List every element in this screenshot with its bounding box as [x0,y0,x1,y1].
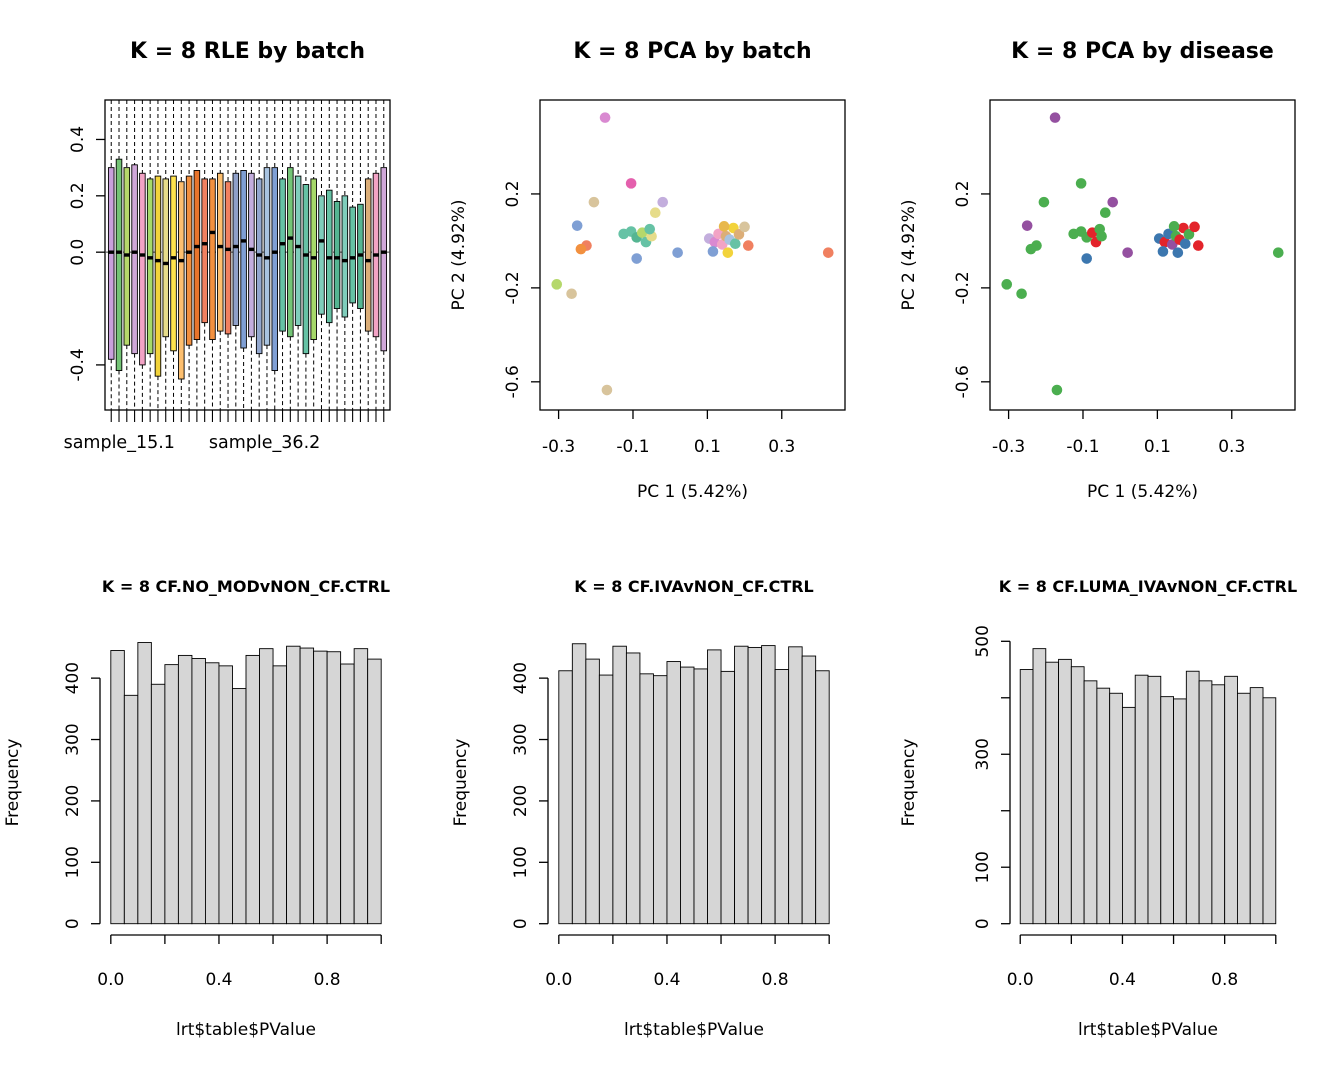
rle-boxplot-panel: -0.4 0.0 0.2 0.4 sample_15.1 sample_36.2 K = 8… [0,0,448,537]
pca-disease-scatter-chart: -0.6 -0.2 0.2 -0.3 -0.1 0.1 0.3 PC 1 (5.42%) PC … [899,39,1296,502]
svg-text:500: 500 [973,625,993,657]
svg-text:0.0: 0.0 [545,970,572,990]
svg-text:lrt$table$PValue: lrt$table$PValue [176,1020,316,1040]
svg-text:0.2: 0.2 [503,180,523,207]
svg-text:-0.1: -0.1 [1066,437,1099,457]
hist-no-mod-panel: 0.0 0.4 0.8 0 100 200 300 400 lrt$table$PValue Fr… [0,537,448,1075]
svg-text:300: 300 [511,723,531,755]
svg-text:0.4: 0.4 [205,970,232,990]
svg-text:PC 2 (4.92%): PC 2 (4.92%) [449,199,469,310]
hist-iva-panel: 0.0 0.4 0.8 0 100 200 300 400 lrt$table$PValue Fr… [448,537,896,1075]
svg-text:0.0: 0.0 [1007,970,1034,990]
svg-text:0.1: 0.1 [694,437,721,457]
svg-text:-0.2: -0.2 [503,271,523,304]
svg-text:300: 300 [63,723,83,755]
svg-text:lrt$table$PValue: lrt$table$PValue [624,1020,764,1040]
svg-text:K = 8 CF.LUMA_IVAvNON_CF.CTRL: K = 8 CF.LUMA_IVAvNON_CF.CTRL [999,577,1297,596]
svg-text:PC 1 (5.42%): PC 1 (5.42%) [1087,482,1198,502]
svg-text:lrt$table$PValue: lrt$table$PValue [1078,1020,1218,1040]
svg-text:200: 200 [63,785,83,817]
svg-text:0.3: 0.3 [768,437,795,457]
svg-text:0.8: 0.8 [762,970,789,990]
svg-text:100: 100 [63,846,83,878]
svg-text:-0.3: -0.3 [542,437,575,457]
pca-batch-scatter-chart: -0.6 -0.2 0.2 -0.3 -0.1 0.1 0.3 PC 1 (5.42%) PC … [449,39,846,502]
svg-text:-0.6: -0.6 [503,365,523,398]
svg-text:0.4: 0.4 [653,970,680,990]
pca-batch-panel: -0.6 -0.2 0.2 -0.3 -0.1 0.1 0.3 PC 1 (5.42%) PC … [448,0,896,537]
svg-text:K = 8 CF.NO_MODvNON_CF.CTRL: K = 8 CF.NO_MODvNON_CF.CTRL [102,577,390,596]
svg-text:0: 0 [511,918,531,929]
svg-text:-0.4: -0.4 [68,348,88,381]
pca-disease-panel: -0.6 -0.2 0.2 -0.3 -0.1 0.1 0.3 PC 1 (5.42%) PC … [896,0,1344,537]
svg-text:100: 100 [973,851,993,883]
pvalue-histogram-luma-chart: 0.0 0.4 0.8 0 100 300 500 lrt$table$PValue Frequ… [899,577,1297,1040]
pvalue-histogram-no-mod-chart: 0.0 0.4 0.8 0 100 200 300 400 lrt$table$PValue Fr… [3,577,390,1040]
svg-text:sample_36.2: sample_36.2 [209,433,320,453]
svg-text:0.2: 0.2 [953,180,973,207]
svg-text:Frequency: Frequency [3,739,23,827]
pvalue-histogram-iva-chart: 0.0 0.4 0.8 0 100 200 300 400 lrt$table$PValue Fr… [451,577,830,1040]
svg-text:0.8: 0.8 [1211,970,1238,990]
svg-text:400: 400 [511,662,531,694]
svg-text:0.2: 0.2 [68,182,88,209]
svg-text:K = 8 RLE by batch: K = 8 RLE by batch [130,39,365,64]
svg-text:PC 1 (5.42%): PC 1 (5.42%) [637,482,748,502]
svg-text:0.1: 0.1 [1144,437,1171,457]
svg-text:Frequency: Frequency [451,739,471,827]
svg-text:Frequency: Frequency [899,739,919,827]
hist-luma-panel: 0.0 0.4 0.8 0 100 300 500 lrt$table$PValue Frequ… [896,537,1344,1075]
svg-text:0.8: 0.8 [314,970,341,990]
svg-text:-0.6: -0.6 [953,365,973,398]
svg-text:-0.1: -0.1 [616,437,649,457]
svg-text:0: 0 [63,918,83,929]
svg-text:0.0: 0.0 [68,239,88,266]
svg-text:0.4: 0.4 [68,126,88,153]
svg-text:-0.3: -0.3 [992,437,1025,457]
svg-text:0.0: 0.0 [97,970,124,990]
svg-text:100: 100 [511,846,531,878]
svg-text:sample_15.1: sample_15.1 [64,433,175,453]
svg-text:0: 0 [973,918,993,929]
svg-text:PC 2 (4.92%): PC 2 (4.92%) [899,199,919,310]
svg-text:K = 8 PCA by disease: K = 8 PCA by disease [1011,39,1274,64]
svg-text:300: 300 [973,738,993,770]
svg-text:200: 200 [511,785,531,817]
svg-text:0.4: 0.4 [1109,970,1136,990]
svg-text:-0.2: -0.2 [953,271,973,304]
svg-text:K = 8 CF.IVAvNON_CF.CTRL: K = 8 CF.IVAvNON_CF.CTRL [574,577,814,596]
svg-text:0.3: 0.3 [1218,437,1245,457]
svg-text:K = 8 PCA by batch: K = 8 PCA by batch [573,39,811,64]
rle-boxplot-chart: -0.4 0.0 0.2 0.4 sample_15.1 sample_36.2 K = 8… [64,39,391,453]
svg-text:400: 400 [63,662,83,694]
